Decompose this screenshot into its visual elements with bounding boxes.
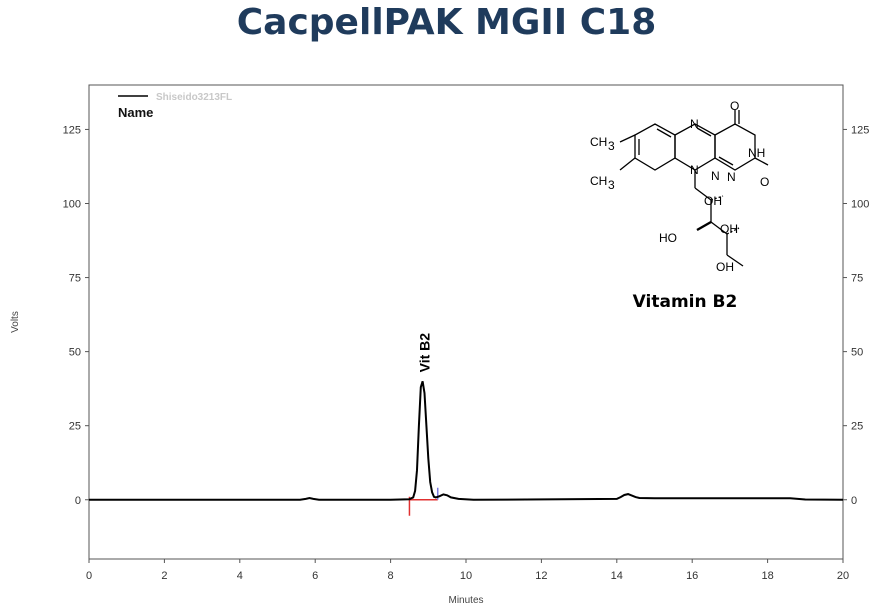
atom-label: NH xyxy=(748,146,765,160)
series-line xyxy=(89,381,844,501)
atom-label: 3 xyxy=(608,139,615,153)
y-tick-label: 75 xyxy=(69,273,81,285)
atom-label: O xyxy=(730,99,739,113)
x-tick-label: 2 xyxy=(161,570,167,582)
x-tick-label: 12 xyxy=(535,570,547,582)
peak-label-vit-b2: Vit B2 xyxy=(417,333,433,373)
y-tick-label: 25 xyxy=(69,421,81,433)
x-tick-label: 16 xyxy=(686,570,698,582)
atom-label: OH xyxy=(704,194,722,208)
y-tick-label-right: 25 xyxy=(851,421,863,433)
x-tick-label: 6 xyxy=(312,570,318,582)
y-tick-label-right: 75 xyxy=(851,273,863,285)
atom-label: OH xyxy=(720,222,738,236)
inset-caption: Vitamin B2 xyxy=(633,292,738,312)
atom-label: N xyxy=(690,163,699,177)
y-tick-label-right: 125 xyxy=(851,124,869,136)
atom-label: 3 xyxy=(608,178,615,192)
y-axis-label: Volts xyxy=(10,311,21,333)
x-tick-label: 14 xyxy=(611,570,623,582)
y-tick-label: 125 xyxy=(63,124,81,136)
x-tick-label: 20 xyxy=(837,570,849,582)
atom-label: CH xyxy=(590,135,607,149)
atom-label: N xyxy=(727,170,736,184)
atom-label: N xyxy=(690,117,699,131)
x-tick-label: 0 xyxy=(86,570,92,582)
legend: Shiseido3213FL Name xyxy=(118,92,232,120)
page-title: CacpellPAK MGII C18 xyxy=(236,2,657,43)
y-tick-label: 100 xyxy=(63,199,81,211)
x-axis-label: Minutes xyxy=(448,595,483,606)
x-axis: 0 2 4 6 8 10 12 14 16 18 20 xyxy=(86,559,849,582)
atom-label: N xyxy=(711,169,720,183)
y-axis-left: 0 25 50 75 100 125 xyxy=(63,124,89,507)
y-tick-label-right: 50 xyxy=(851,347,863,359)
riboflavin-atom-labels: CH 3 CH 3 N N N O NH N O OH HO OH OH xyxy=(590,99,769,274)
atom-label: O xyxy=(760,175,769,189)
atom-label: CH xyxy=(590,174,607,188)
y-tick-label: 50 xyxy=(69,347,81,359)
y-tick-label: 0 xyxy=(75,495,81,507)
x-tick-label: 10 xyxy=(460,570,472,582)
x-tick-label: 4 xyxy=(237,570,243,582)
atom-label: HO xyxy=(659,231,677,245)
x-tick-label: 18 xyxy=(761,570,773,582)
riboflavin-structure-image xyxy=(619,110,769,267)
y-tick-label-right: 0 xyxy=(851,495,857,507)
plot-area xyxy=(88,84,844,560)
x-tick-label: 8 xyxy=(388,570,394,582)
atom-label: OH xyxy=(716,260,734,274)
legend-header: Name xyxy=(118,105,153,120)
legend-entry: Shiseido3213FL xyxy=(156,92,232,103)
y-tick-label-right: 100 xyxy=(851,199,869,211)
y-axis-right: 0 25 50 75 100 125 xyxy=(843,124,869,507)
